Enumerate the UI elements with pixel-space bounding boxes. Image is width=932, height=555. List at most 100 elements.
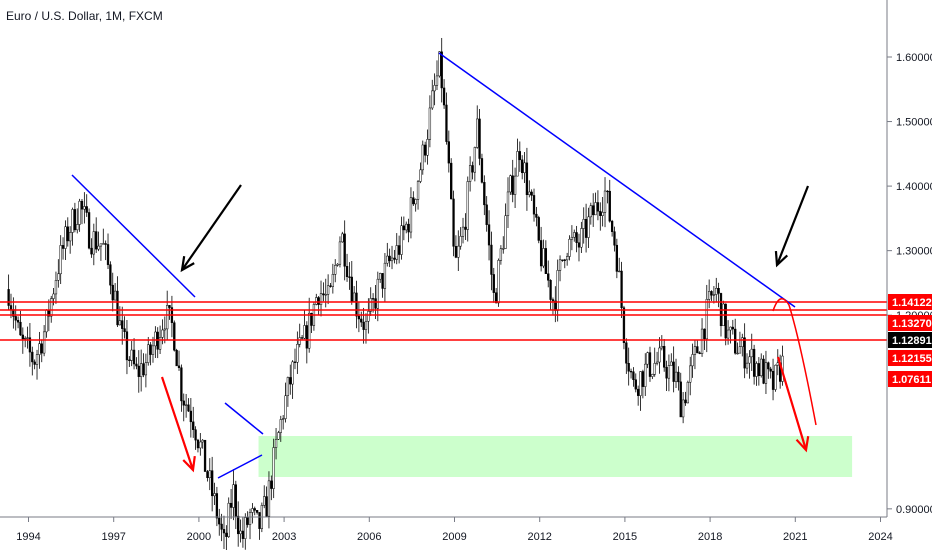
candle-body: [166, 305, 169, 330]
candle-body: [64, 226, 67, 249]
x-tick-label: 2006: [357, 531, 381, 543]
price-label-text: 1.14122: [892, 297, 932, 309]
price-label-box: [888, 315, 932, 331]
candle-body: [679, 381, 682, 418]
candle-body: [298, 337, 301, 345]
candle-body: [113, 290, 117, 301]
candle-body: [326, 285, 330, 295]
x-tick-label: 2024: [868, 531, 892, 543]
candle-body: [615, 244, 619, 272]
candle-body: [343, 233, 346, 267]
candle-body: [277, 432, 280, 440]
drawing-layer: [71, 52, 817, 479]
candle-body: [459, 235, 462, 247]
candle-body: [310, 312, 313, 326]
x-tick-label: 1997: [101, 531, 125, 543]
candle-body: [400, 225, 403, 255]
candle-body: [175, 349, 178, 367]
candle-body: [83, 206, 86, 210]
arrow-black-right-shaft: [775, 185, 810, 266]
candle-body: [71, 209, 74, 233]
candle-body: [282, 418, 285, 420]
candle-body: [653, 363, 656, 375]
candle-body: [270, 480, 273, 489]
candle-body: [447, 141, 450, 164]
candle-body: [40, 343, 43, 354]
candle-body: [121, 320, 124, 329]
candle-body: [414, 199, 417, 205]
candle-body: [495, 292, 498, 304]
price-label-text: 1.07611: [892, 374, 931, 386]
candle-body: [69, 232, 72, 242]
candle-body: [237, 515, 240, 535]
candle-body: [383, 262, 387, 289]
candle-body: [762, 358, 765, 384]
candle-body: [140, 363, 143, 377]
candle-body: [480, 158, 484, 183]
candle-body: [116, 290, 119, 326]
candle-body: [750, 348, 753, 358]
price-label-text: 1.12891: [892, 335, 932, 347]
candle-body: [748, 356, 751, 364]
candle-body: [248, 512, 252, 525]
candle-body: [736, 352, 739, 355]
candle-body: [213, 493, 216, 497]
candle-body: [135, 363, 138, 367]
candle-body: [220, 523, 223, 530]
candle-body: [16, 320, 20, 323]
arrow-red-right-shaft: [776, 356, 808, 451]
candle-body: [322, 293, 325, 296]
candle-body: [99, 243, 103, 247]
trendline: [224, 402, 264, 435]
candle-body: [476, 118, 479, 148]
arrow-red-left-shaft: [160, 376, 195, 471]
candle-body: [177, 365, 181, 369]
price-label-box: [888, 350, 932, 366]
candle-body: [381, 273, 384, 289]
candle-body: [45, 309, 48, 333]
candle-body: [639, 371, 642, 396]
candle-body: [556, 270, 559, 311]
candle-body: [402, 225, 406, 231]
candle-body: [521, 159, 524, 174]
candle-body: [549, 280, 552, 300]
candle-body: [606, 190, 609, 193]
candle-body: [38, 343, 41, 355]
candle-body: [620, 270, 623, 308]
candle-body: [123, 328, 126, 332]
candle-body: [90, 247, 93, 255]
candle-body: [350, 276, 353, 302]
candle-body: [286, 377, 290, 396]
price-label-box: [888, 294, 932, 310]
candle-body: [132, 349, 136, 365]
candle-body: [80, 200, 84, 210]
candle-body: [558, 259, 562, 271]
candle-body: [502, 248, 505, 250]
price-label-box: [888, 371, 932, 387]
candle-body: [594, 202, 597, 216]
candle-body: [360, 318, 363, 323]
candle-body: [218, 517, 221, 525]
candle-body: [577, 242, 581, 248]
y-tick-label: 1.30000: [896, 246, 932, 258]
candle-body: [97, 245, 100, 250]
candle-body: [345, 266, 349, 278]
candle-body: [646, 352, 649, 365]
candle-body: [334, 265, 337, 275]
candle-body: [308, 312, 311, 349]
candle-body: [689, 365, 692, 383]
candle-body: [575, 232, 578, 243]
candle-body: [466, 181, 469, 230]
candle-body: [696, 346, 699, 354]
candle-body: [196, 439, 200, 449]
candle-body: [637, 388, 640, 396]
candle-body: [102, 243, 105, 245]
candle-body: [771, 371, 775, 390]
x-tick-label: 1994: [16, 531, 40, 543]
candle-body: [300, 337, 304, 339]
candle-body: [752, 348, 756, 377]
candle-body: [535, 213, 538, 218]
candle-body: [769, 368, 772, 372]
x-tick-label: 2000: [187, 531, 211, 543]
candle-body: [693, 346, 697, 355]
